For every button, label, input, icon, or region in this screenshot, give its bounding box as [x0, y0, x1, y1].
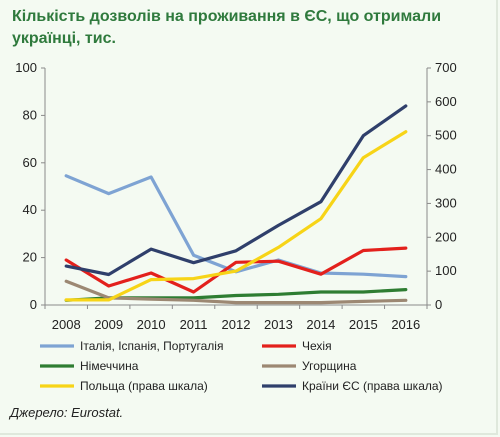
x-tick-label: 2012 — [222, 317, 251, 332]
title-line-2: українці, тис. — [12, 30, 116, 47]
source-note: Джерело: Eurostat. — [10, 405, 124, 420]
left-tick-label: 40 — [23, 202, 37, 217]
series-line-5 — [64, 130, 408, 302]
series-line-6 — [64, 104, 408, 277]
legend-label: Чехія — [302, 339, 332, 353]
series-line-4 — [64, 279, 408, 305]
right-tick-label: 400 — [435, 162, 457, 177]
right-tick-label: 300 — [435, 195, 457, 210]
x-tick-label: 2008 — [52, 317, 81, 332]
legend-label: Країни ЄС (права шкала) — [302, 379, 443, 393]
right-tick-label: 0 — [435, 297, 442, 312]
series-line-2 — [64, 246, 408, 294]
legend-label: Угорщина — [302, 359, 357, 373]
right-tick-label: 500 — [435, 128, 457, 143]
left-tick-label: 60 — [23, 155, 37, 170]
x-tick-label: 2011 — [180, 317, 208, 332]
right-tick-label: 200 — [435, 229, 457, 244]
left-tick-label: 80 — [23, 107, 37, 122]
legend-label: Німеччина — [80, 359, 139, 373]
x-tick-label: 2010 — [137, 317, 166, 332]
left-tick-label: 20 — [23, 250, 37, 265]
legend-label: Італія, Іспанія, Португалія — [80, 339, 223, 353]
title-line-1: Кількість дозволів на проживання в ЄС, щ… — [12, 8, 442, 25]
left-tick-label: 100 — [15, 60, 37, 75]
right-tick-label: 700 — [435, 60, 457, 75]
legend-label: Польща (права шкала) — [80, 379, 208, 393]
chart-title: Кількість дозволів на проживання в ЄС, щ… — [12, 6, 482, 50]
right-tick-label: 600 — [435, 94, 457, 109]
left-tick-label: 0 — [30, 297, 37, 312]
x-tick-label: 2013 — [264, 317, 293, 332]
x-tick-label: 2009 — [94, 317, 123, 332]
x-tick-label: 2014 — [306, 317, 335, 332]
x-tick-label: 2016 — [391, 317, 420, 332]
right-tick-label: 100 — [435, 263, 457, 278]
x-tick-label: 2015 — [349, 317, 378, 332]
